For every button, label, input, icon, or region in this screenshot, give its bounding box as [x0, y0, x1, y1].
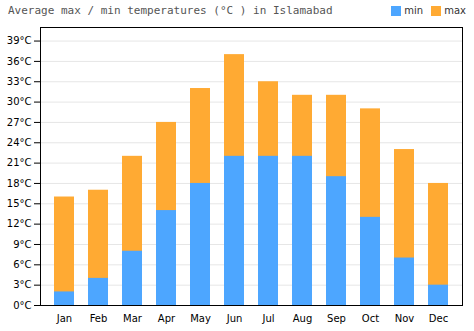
svg-text:15°C: 15°C — [7, 198, 32, 209]
svg-text:27°C: 27°C — [7, 117, 32, 128]
svg-text:Jan: Jan — [56, 313, 72, 324]
svg-text:Jun: Jun — [226, 313, 243, 324]
svg-text:12°C: 12°C — [7, 218, 32, 229]
svg-text:18°C: 18°C — [7, 178, 32, 189]
svg-text:9°C: 9°C — [13, 239, 31, 250]
svg-text:Jul: Jul — [261, 313, 274, 324]
svg-text:Feb: Feb — [90, 313, 108, 324]
svg-text:21°C: 21°C — [7, 157, 32, 168]
svg-text:0°C: 0°C — [13, 300, 31, 311]
svg-text:33°C: 33°C — [7, 76, 32, 87]
svg-text:Mar: Mar — [123, 313, 143, 324]
svg-text:Sep: Sep — [327, 313, 346, 324]
html-text:Average max / min temperatures: Average max / min temperatures (°C ) in … — [8, 4, 333, 17]
svg-text:30°C: 30°C — [7, 96, 32, 107]
html-text:max: max — [444, 5, 466, 16]
svg-text:Aug: Aug — [293, 313, 313, 324]
svg-text:Oct: Oct — [362, 313, 379, 324]
svg-text:Nov: Nov — [395, 313, 415, 324]
svg-text:36°C: 36°C — [7, 56, 32, 67]
svg-text:May: May — [190, 313, 211, 324]
svg-text:24°C: 24°C — [7, 137, 32, 148]
svg-text:Apr: Apr — [158, 313, 176, 324]
svg-text:6°C: 6°C — [13, 259, 31, 270]
svg-text:3°C: 3°C — [13, 279, 31, 290]
svg-text:Dec: Dec — [429, 313, 448, 324]
svg-text:39°C: 39°C — [7, 35, 32, 46]
html-text:min: min — [404, 5, 424, 16]
